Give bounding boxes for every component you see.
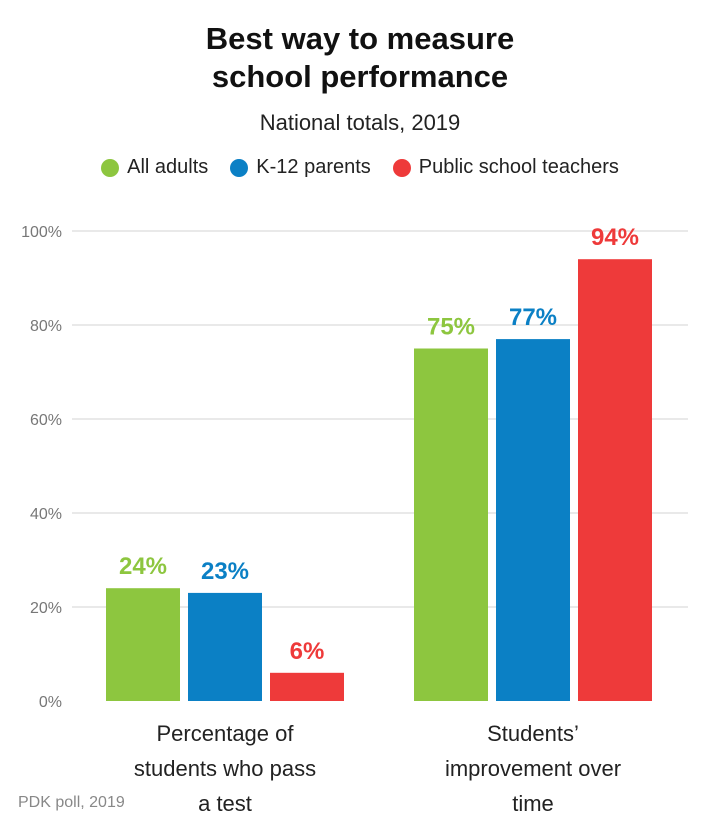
x-tick-label: Students’ xyxy=(487,721,579,746)
y-tick-label: 0% xyxy=(39,694,62,711)
data-label: 75% xyxy=(427,314,475,341)
bar xyxy=(496,339,570,701)
x-tick-label: a test xyxy=(198,791,252,816)
data-label: 77% xyxy=(509,304,557,331)
title-line-1: Best way to measure xyxy=(205,21,515,56)
y-tick-label: 80% xyxy=(30,318,62,335)
legend-label: All adults xyxy=(127,156,209,178)
legend-swatch xyxy=(101,158,120,177)
source-note: PDK poll, 2019 xyxy=(18,794,125,811)
bar xyxy=(106,588,180,701)
y-tick-label: 100% xyxy=(21,224,62,241)
bar xyxy=(188,592,262,701)
data-label: 94% xyxy=(591,224,639,251)
bar xyxy=(414,348,488,701)
legend-item-teachers: Public school teachers xyxy=(392,156,619,179)
y-tick-label: 20% xyxy=(30,600,62,617)
bar xyxy=(578,259,652,701)
data-label: 24% xyxy=(119,553,167,580)
chart-subtitle: National totals, 2019 xyxy=(259,110,461,135)
data-label: 23% xyxy=(201,558,249,585)
title-line-2: school performance xyxy=(211,59,509,94)
y-tick-label: 60% xyxy=(30,412,62,429)
x-tick-label: improvement over xyxy=(445,756,621,781)
x-tick-label: students who pass xyxy=(134,756,316,781)
legend: All adults K-12 parents Public school te… xyxy=(0,156,720,179)
legend-swatch xyxy=(230,158,249,177)
data-label: 6% xyxy=(290,638,325,665)
legend-label: Public school teachers xyxy=(418,156,619,178)
x-tick-label: Percentage of xyxy=(157,721,295,746)
y-tick-label: 40% xyxy=(30,506,62,523)
bar xyxy=(270,672,344,701)
legend-item-all-adults: All adults xyxy=(101,156,208,179)
legend-label: K-12 parents xyxy=(256,156,371,178)
x-tick-label: time xyxy=(512,791,554,816)
chart-title: Best way to measure school performance xyxy=(0,20,720,96)
legend-swatch xyxy=(392,158,411,177)
legend-item-k12-parents: K-12 parents xyxy=(230,156,371,179)
